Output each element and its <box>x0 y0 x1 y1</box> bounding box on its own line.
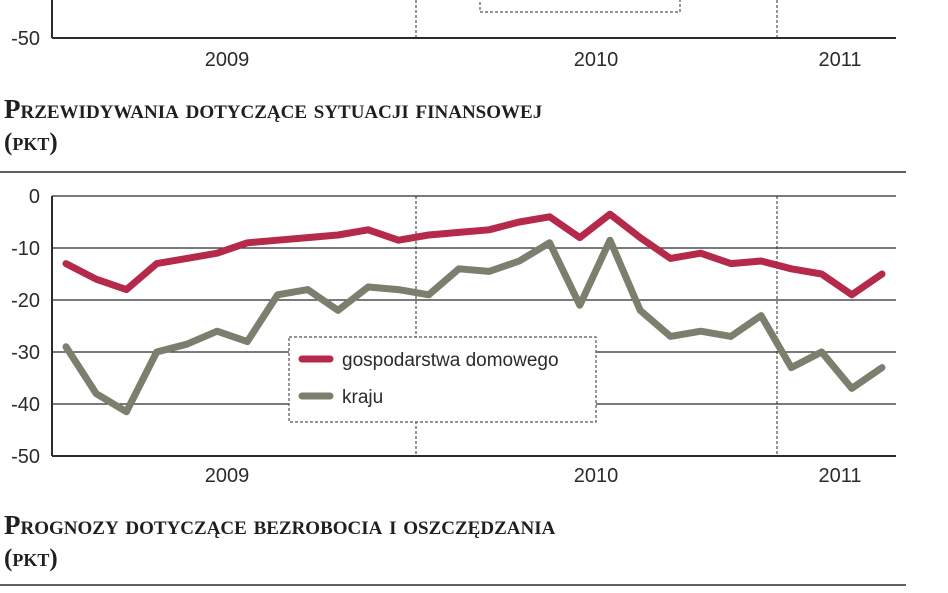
y-tick-label: -10 <box>11 238 40 260</box>
section2-title: Prognozy dotyczące bezrobocia i oszczędz… <box>4 510 556 540</box>
series-line-kraju <box>62 236 886 416</box>
y-tick-label: -50 <box>11 446 40 468</box>
y-axis-ticks: 0 -10 -20 -30 -40 -50 <box>11 186 40 468</box>
legend-box <box>288 336 597 423</box>
legend: gospodarstwa domowego kraju <box>288 336 597 423</box>
y-tick-label: -20 <box>11 290 40 312</box>
section2-unit: (pkt) <box>4 545 58 572</box>
section1-unit: (pkt) <box>4 129 58 156</box>
top-x-year-2011: 2011 <box>818 49 861 71</box>
series-lines <box>62 210 886 416</box>
top-x-year-2009: 2009 <box>205 49 250 71</box>
series-line-gospodarstwa <box>62 210 886 299</box>
x-year-label-2011: 2011 <box>818 465 861 487</box>
section1-title: Przewidywania dotyczące sytuacji finanso… <box>4 94 542 124</box>
top-x-year-2010: 2010 <box>574 49 619 71</box>
top-chart: -50 2009 2010 2011 <box>11 0 896 71</box>
x-year-label-2010: 2010 <box>574 465 619 487</box>
x-year-label-2009: 2009 <box>205 465 250 487</box>
y-tick-label: -30 <box>11 342 40 364</box>
top-legend-box <box>479 0 681 13</box>
top-y-tick-label: -50 <box>11 28 40 50</box>
legend-label-gospodarstwa: gospodarstwa domowego <box>342 350 559 371</box>
y-tick-label: -40 <box>11 394 40 416</box>
legend-label-kraju: kraju <box>342 387 383 408</box>
financial-situation-chart: 0 -10 -20 -30 -40 -50 gospodarstwa domowego k… <box>11 186 896 487</box>
y-tick-label: 0 <box>29 186 40 208</box>
